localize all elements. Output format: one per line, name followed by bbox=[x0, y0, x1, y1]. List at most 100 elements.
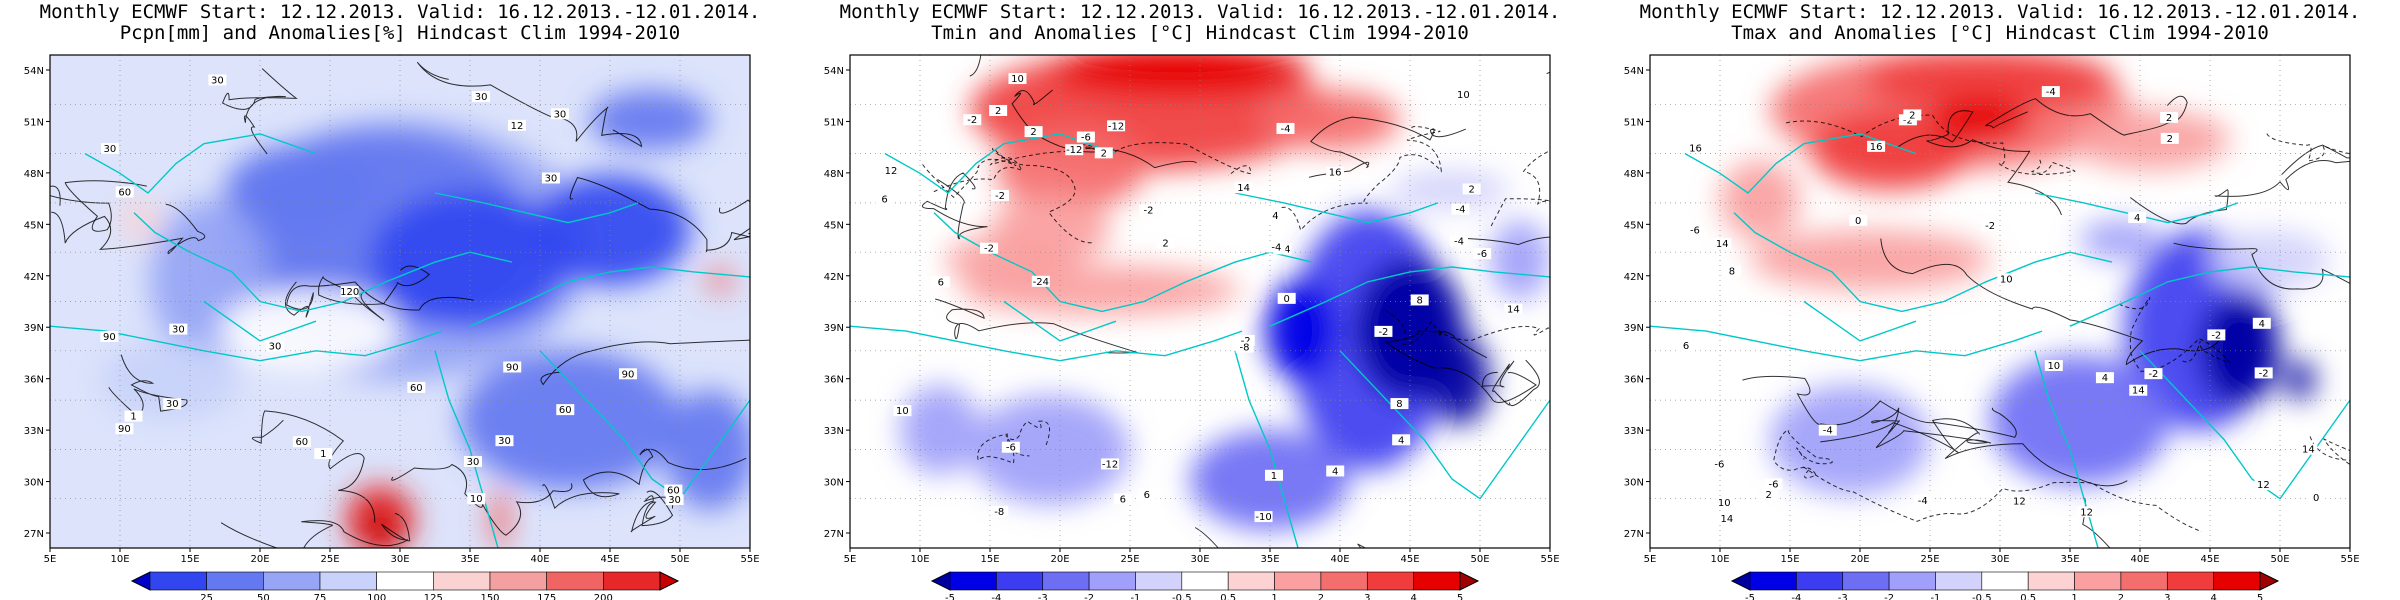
colorbar-arrow-low bbox=[930, 571, 951, 591]
panel-tmin: Monthly ECMWF Start: 12.12.2013. Valid: … bbox=[800, 0, 1600, 600]
contour-label: 2 bbox=[1909, 110, 1915, 121]
colorbar-segment bbox=[433, 571, 491, 591]
contour-label-bg bbox=[1710, 458, 1729, 470]
x-tick-label: 40E bbox=[530, 554, 549, 565]
contour-line bbox=[921, 172, 988, 240]
colorbar-tick-label: -1 bbox=[1130, 593, 1140, 600]
contour-label-bg bbox=[2129, 384, 2148, 396]
contour-label: 8 bbox=[1417, 295, 1423, 306]
contour-line bbox=[1803, 466, 2202, 532]
x-tick-label: 45E bbox=[600, 554, 619, 565]
tmax-map: -4-6-2-2-4 0242-2-206-61424810-212-410101… bbox=[1624, 54, 2360, 600]
y-tick-label: 33N bbox=[1624, 426, 1644, 437]
contour-label: 60 bbox=[667, 486, 680, 497]
contour-labels: -2-4-2-64-2-4-6-6-22681010616-24144-12-1… bbox=[875, 73, 1523, 523]
contour-label-bg bbox=[1266, 210, 1285, 222]
contour-label-bg bbox=[508, 119, 527, 131]
contour-label: -6 bbox=[1006, 443, 1016, 454]
colorbar-tick-label: 3 bbox=[2164, 593, 2170, 600]
contour-label-bg bbox=[541, 172, 560, 184]
contour-label: 10 bbox=[470, 494, 483, 505]
colorbar-segment bbox=[1981, 571, 2029, 591]
contour-label: -4 bbox=[1455, 205, 1465, 216]
colorbar-segment bbox=[1320, 571, 1368, 591]
contour-label: -4 bbox=[1454, 236, 1464, 247]
contour-label-bg bbox=[1374, 325, 1393, 337]
colorbar-tick-label: 50 bbox=[257, 593, 270, 600]
anomaly-patch bbox=[1930, 95, 2030, 145]
contour-label: 10 bbox=[1718, 498, 1731, 509]
colorbar-tick-label: -4 bbox=[991, 593, 1001, 600]
contour-label-bg bbox=[407, 381, 426, 393]
contour-label-bg bbox=[1277, 292, 1296, 304]
contour-label-bg bbox=[2095, 372, 2114, 384]
y-tick-label: 27N bbox=[24, 529, 44, 540]
x-tick-label: 50E bbox=[670, 554, 689, 565]
anomaly-field: 3030306090609030906030303030309060120301… bbox=[50, 55, 750, 548]
y-tick-label: 48N bbox=[824, 169, 844, 180]
contour-line bbox=[1385, 309, 1550, 345]
contour-line bbox=[1460, 236, 1550, 246]
contour-label-bg bbox=[1722, 265, 1741, 277]
contour-label: -10 bbox=[1255, 512, 1271, 523]
contour-label-bg bbox=[1236, 334, 1255, 346]
x-tick-label: 15E bbox=[1780, 554, 1799, 565]
contour-label: 8 bbox=[1729, 267, 1735, 278]
colorbar-tick-label: 150 bbox=[480, 593, 499, 600]
contour-label: -2 bbox=[1378, 327, 1388, 338]
contour-label: -24 bbox=[1033, 277, 1049, 288]
contour-line bbox=[251, 410, 376, 523]
contour-label-bg bbox=[503, 361, 522, 373]
contour-label-bg bbox=[1903, 109, 1922, 121]
colorbar-tick-label: 25 bbox=[200, 593, 213, 600]
x-tick-label: 35E bbox=[1260, 554, 1279, 565]
panel-title-line1: Monthly ECMWF Start: 12.12.2013. Valid: … bbox=[839, 1, 1561, 23]
contour-label: 30 bbox=[269, 341, 282, 352]
colorbar-segment bbox=[149, 571, 207, 591]
contour-label-bg bbox=[875, 193, 894, 205]
contour-label-bg bbox=[2041, 86, 2060, 98]
contour-label-bg bbox=[340, 286, 359, 298]
colorbar-segment bbox=[206, 571, 264, 591]
contour-line bbox=[1490, 150, 1550, 227]
colorbar-tick-label: 2 bbox=[2118, 593, 2124, 600]
y-tick-label: 39N bbox=[1624, 323, 1644, 334]
panel-title-line2: Tmax and Anomalies [°C] Hindcast Clim 19… bbox=[1731, 22, 2269, 44]
x-tick-label: 35E bbox=[2060, 554, 2079, 565]
contour-label: 10 bbox=[896, 406, 909, 417]
contour-label: 30 bbox=[172, 325, 185, 336]
contour-label-bg bbox=[1997, 273, 2016, 285]
contour-line bbox=[2129, 160, 2350, 225]
contour-label: 10 bbox=[2000, 274, 2013, 285]
anomaly-patch bbox=[1050, 55, 1310, 95]
coastline bbox=[1339, 350, 1550, 500]
y-tick-label: 45N bbox=[24, 220, 44, 231]
contour-label-bg bbox=[100, 142, 119, 154]
contour-label-bg bbox=[1065, 144, 1084, 156]
contour-line bbox=[630, 490, 674, 533]
colorbar-tick-label: 1 bbox=[1271, 593, 1277, 600]
x-tick-label: 30E bbox=[1190, 554, 1209, 565]
colorbar-segment bbox=[1842, 571, 1890, 591]
colorbar-segment bbox=[996, 571, 1044, 591]
contour-label: -2 bbox=[995, 191, 1005, 202]
contour-line bbox=[1871, 407, 1992, 449]
contour-label: 2 bbox=[995, 106, 1001, 117]
contour-label-bg bbox=[2160, 132, 2179, 144]
anomaly-patch bbox=[970, 395, 1130, 505]
colorbar-tick-label: 0.5 bbox=[2020, 593, 2036, 600]
colorbar-segment bbox=[2074, 571, 2122, 591]
contour-line bbox=[1281, 126, 1442, 232]
contour-label-bg bbox=[1473, 248, 1492, 260]
y-tick-label: 45N bbox=[824, 220, 844, 231]
x-tick-label: 45E bbox=[2200, 554, 2219, 565]
colorbar-segment bbox=[1796, 571, 1844, 591]
y-tick-label: 48N bbox=[1624, 169, 1644, 180]
y-tick-label: 36N bbox=[824, 375, 844, 386]
anomaly-patch bbox=[1990, 355, 2170, 485]
contour-label-bg bbox=[1264, 469, 1283, 481]
contour-line bbox=[1742, 375, 2017, 438]
anomaly-patch bbox=[2285, 360, 2315, 400]
contour-label-bg bbox=[1677, 340, 1696, 352]
contour-line bbox=[51, 203, 206, 254]
